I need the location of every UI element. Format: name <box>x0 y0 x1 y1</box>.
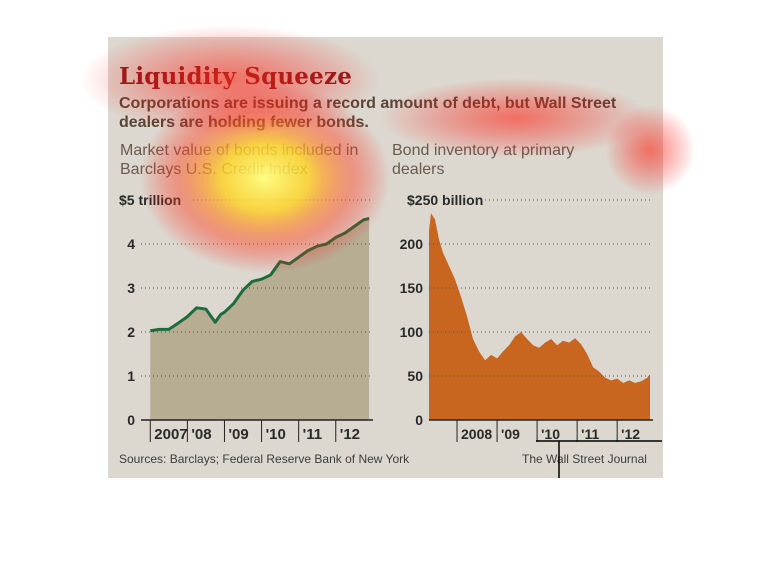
left-y-tick-label: 0 <box>127 412 135 428</box>
right-x-tick-label: 2008 <box>461 426 492 442</box>
charts-svg: $5 trillion 0 1 2 3 4 2007'08 '09 '10 '11 '12 $250 … <box>119 192 653 443</box>
left-y-tick-label: 3 <box>127 280 135 296</box>
right-y-tick-label: 50 <box>407 368 423 384</box>
publisher-credit: The Wall Street Journal <box>522 452 647 466</box>
left-y-tick-label: 2 <box>127 324 135 340</box>
left-x-tick-label: '10 <box>266 426 286 443</box>
right-y-tick-label: 0 <box>415 412 423 428</box>
left-y-tick-label: 1 <box>127 368 135 384</box>
right-x-tick-label: '09 <box>501 426 520 442</box>
right-x-tick-label: '11 <box>581 426 599 442</box>
right-series-area <box>429 213 650 420</box>
left-x-tick-label: 2007 <box>154 426 187 443</box>
left-y-tick-label: 4 <box>127 236 135 252</box>
source-note: Sources: Barclays; Federal Reserve Bank … <box>119 452 410 466</box>
left-x-tick-label: '12 <box>340 426 360 443</box>
right-y-tick-label: 200 <box>400 236 424 252</box>
right-x-tick-label: '12 <box>621 426 640 442</box>
right-x-tick-label: '10 <box>541 426 560 442</box>
right-units-label: $250 billion <box>407 192 483 208</box>
left-x-tick-label: '11 <box>303 426 322 443</box>
right-y-tick-label: 150 <box>400 280 424 296</box>
right-y-tick-label: 100 <box>400 324 424 340</box>
left-units-label: $5 trillion <box>119 192 181 208</box>
left-x-tick-label: '08 <box>191 426 211 443</box>
left-x-tick-label: '09 <box>228 426 248 443</box>
chart-graphic: Liquidity Squeeze Corporations are issui… <box>108 37 663 478</box>
